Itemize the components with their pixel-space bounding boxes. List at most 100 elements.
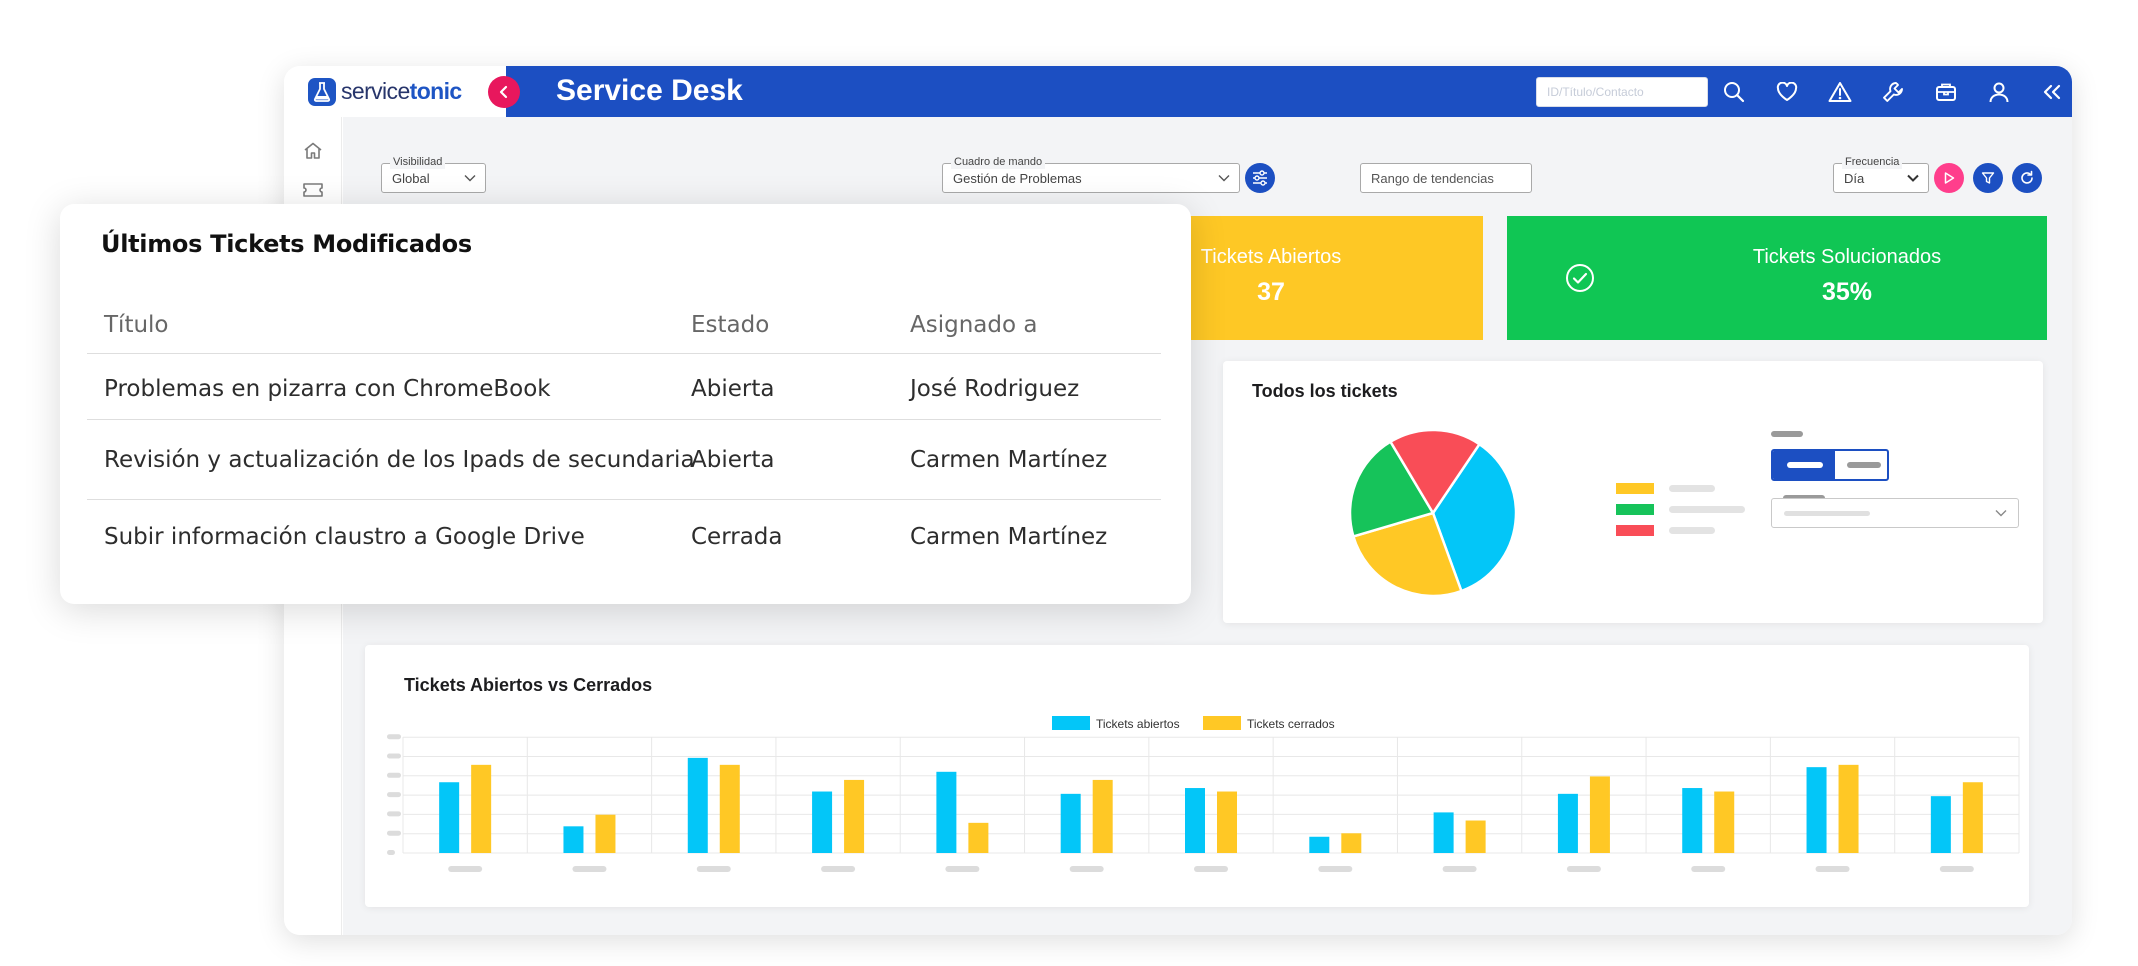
legend-placeholder [1669,485,1715,492]
bar-closed[interactable] [471,764,492,853]
bar-open[interactable] [439,782,460,853]
pie-slice[interactable] [1351,511,1463,598]
top-bar: servicetonic Service Desk [284,66,2072,117]
bar-closed[interactable] [1217,791,1237,853]
bar-open[interactable] [1185,788,1205,853]
table-row[interactable]: Revisión y actualización de los Ipads de… [87,420,1161,500]
frequency-label: Frecuencia [1842,155,1903,169]
search-icon[interactable] [1720,78,1748,106]
all-tickets-card: Todos los tickets [1223,361,2043,623]
bar-closed[interactable] [1589,776,1610,853]
column-header-title[interactable]: Título [104,312,169,338]
kpi-open-value: 37 [1257,278,1285,306]
bar-chart: Tickets abiertos Tickets cerrados [387,716,2020,872]
bar-open[interactable] [1806,767,1827,853]
dashboard-settings-button[interactable] [1245,163,1275,193]
bar-closed[interactable] [595,814,616,853]
frequency-select[interactable]: Frecuencia Día [1833,155,1929,193]
legend-placeholder [1669,527,1715,534]
double-chevron-left-icon[interactable] [2038,78,2066,106]
flask-icon [308,77,336,106]
dashboard-label: Cuadro de mando [951,155,1046,169]
y-tick-placeholder [387,850,395,855]
bar-closed[interactable] [1838,764,1859,853]
heart-icon[interactable] [1773,78,1801,106]
trend-range-input[interactable]: Rango de tendencias [1360,163,1532,193]
logo-text: servicetonic [341,78,462,104]
x-tick-placeholder [1318,866,1353,872]
bar-open[interactable] [563,826,584,853]
segmented-toggle[interactable] [1771,449,1889,481]
ticket-assignee: Carmen Martínez [910,447,1108,473]
pie-slice[interactable] [1388,428,1482,516]
y-tick-placeholder [387,734,401,740]
toggle-option-inactive[interactable] [1847,462,1881,468]
bar-open[interactable] [1309,836,1330,853]
sliders-icon [1253,170,1267,186]
ticket-icon[interactable] [300,177,326,203]
x-tick-placeholder [1815,866,1850,872]
legend-swatch-yellow [1616,483,1654,494]
bar-card-title: Tickets Abiertos vs Cerrados [404,675,653,695]
column-header-status[interactable]: Estado [691,312,770,338]
bar-closed[interactable] [1962,782,1983,853]
kpi-solved-label: Tickets Solucionados [1752,246,1942,268]
bar-closed[interactable] [968,822,989,853]
pie-card-title: Todos los tickets [1252,381,1398,401]
bar-open[interactable] [1060,793,1081,853]
bar-open[interactable] [812,791,833,853]
bar-open[interactable] [1930,796,1951,853]
ticket-title: Subir información claustro a Google Driv… [104,524,585,550]
check-circle-icon [1566,264,1594,292]
logo[interactable]: servicetonic [284,66,506,117]
header-bar [506,66,2072,117]
x-tick-placeholder [1691,866,1726,872]
warning-icon[interactable] [1826,78,1854,106]
x-tick-placeholder [945,866,980,872]
bar-open[interactable] [1557,793,1578,853]
chevron-down-icon [1218,175,1230,182]
dashboard-select[interactable]: Cuadro de mando Gestión de Problemas [942,155,1240,193]
home-icon[interactable] [300,138,326,164]
bar-open[interactable] [936,771,957,853]
x-tick-placeholder [696,866,731,872]
bar-closed[interactable] [719,764,740,853]
wrench-icon[interactable] [1879,78,1907,106]
x-tick-placeholder [1194,866,1228,872]
bar-open[interactable] [1682,788,1703,853]
pie-slice[interactable] [1431,442,1518,593]
x-tick-placeholder [1939,866,1974,872]
open-vs-closed-card: Tickets Abiertos vs Cerrados Tickets abi… [365,645,2029,907]
column-header-assigned[interactable]: Asignado a [910,312,1038,338]
play-button[interactable] [1934,163,1964,193]
legend-label: Tickets abiertos [1096,717,1180,731]
kpi-solved-tickets[interactable]: Tickets Solucionados 35% [1507,216,2047,340]
x-tick-placeholder [1566,866,1601,872]
toggle-option-active[interactable] [1773,451,1835,479]
bar-open[interactable] [687,757,708,853]
table-row[interactable]: Subir información claustro a Google Driv… [87,500,1161,576]
pie-slice[interactable] [1348,439,1435,538]
table-row[interactable]: Problemas en pizarra con ChromeBook Abie… [87,354,1161,420]
collapse-sidebar-button[interactable] [488,76,520,108]
bar-closed[interactable] [1465,820,1486,853]
placeholder-select[interactable] [1771,498,2019,528]
user-icon[interactable] [1985,78,2013,106]
kpi-open-label: Tickets Abiertos [1200,246,1342,268]
control-label-placeholder [1771,431,1803,437]
refresh-button[interactable] [2012,163,2042,193]
page-title: Service Desk [556,74,743,107]
visibility-select[interactable]: Visibilidad Global [381,155,486,193]
briefcase-icon[interactable] [1932,78,1960,106]
bar-closed[interactable] [1341,833,1362,853]
ticket-status: Cerrada [691,524,783,550]
search-input[interactable] [1536,77,1708,107]
bar-open[interactable] [1433,812,1454,853]
filter-button[interactable] [1973,163,2003,193]
bar-closed[interactable] [1714,791,1735,853]
bar-closed[interactable] [844,779,865,853]
y-tick-placeholder [387,830,401,836]
trend-range-placeholder: Rango de tendencias [1371,171,1494,186]
x-tick-placeholder [1069,866,1104,872]
bar-closed[interactable] [1092,779,1113,853]
